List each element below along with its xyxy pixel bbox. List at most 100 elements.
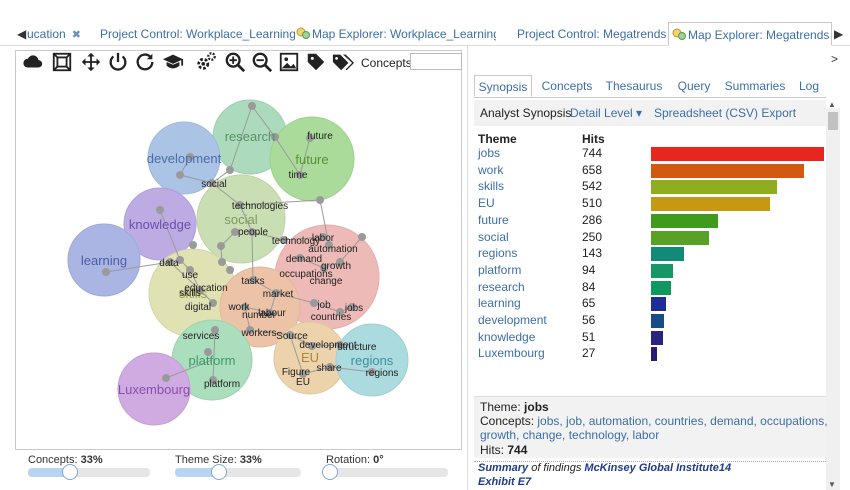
close-icon[interactable]: ✖ [71, 29, 81, 41]
tab-thesaurus[interactable]: Thesaurus [605, 79, 663, 93]
concept-label[interactable]: future [307, 131, 333, 142]
theme-hits-bar[interactable] [651, 280, 671, 295]
detail-level-dropdown[interactable]: Detail Level ▾ [570, 106, 643, 120]
concept-label[interactable]: occupations [279, 269, 332, 280]
concepts-slider-track[interactable] [28, 468, 150, 477]
theme-size-slider-handle[interactable] [211, 464, 227, 480]
concept-links-list[interactable]: jobs, job, automation, countries, demand… [537, 414, 828, 428]
scroll-down-icon[interactable]: ▼ [828, 480, 836, 489]
concept-label[interactable]: structure [338, 342, 377, 353]
theme-bubble-regions[interactable] [335, 323, 409, 397]
graduation-cap-icon[interactable] [161, 50, 185, 74]
chevron-right-icon[interactable]: > [831, 52, 839, 66]
tags-icon[interactable] [331, 50, 355, 74]
theme-hits-bar[interactable] [651, 197, 770, 212]
theme-bubble-social[interactable] [196, 174, 286, 264]
concept-label[interactable]: Figure [282, 367, 311, 378]
concept-label[interactable]: use [182, 270, 199, 281]
zoom-in-icon[interactable] [223, 50, 247, 74]
concept-label[interactable]: regions [366, 368, 399, 379]
theme-row-name[interactable]: future [478, 212, 509, 227]
concept-label[interactable]: countries [311, 312, 352, 323]
theme-row-name[interactable]: work [478, 162, 504, 177]
tab-education[interactable]: ucation ✖ [27, 22, 82, 46]
concept-label[interactable]: workers [240, 328, 276, 339]
tab-query[interactable]: Query [677, 79, 711, 93]
theme-row-name[interactable]: jobs [478, 146, 501, 160]
concept-label[interactable]: technology [272, 236, 320, 247]
concept-label[interactable]: growth [321, 261, 351, 272]
rotation-slider-track[interactable] [326, 468, 448, 477]
concept-label[interactable]: job [316, 300, 331, 311]
tab-concepts[interactable]: Concepts [541, 79, 593, 93]
scroll-up-icon[interactable]: ▲ [828, 100, 836, 109]
concept-map[interactable]: research development future knowledge so… [16, 76, 461, 448]
theme-hits-bar[interactable] [651, 163, 804, 178]
tab-log[interactable]: Log [798, 79, 820, 93]
concept-label[interactable]: social [201, 179, 227, 190]
tab-scroll-left-icon[interactable]: ◀ [17, 27, 27, 41]
theme-hits-bar[interactable] [651, 180, 777, 195]
tag-icon[interactable] [304, 50, 328, 74]
concept-label[interactable]: skills [179, 288, 201, 299]
concept-label[interactable]: Source [276, 331, 308, 342]
concept-label[interactable]: data [159, 258, 179, 269]
theme-bubble-knowledge[interactable] [123, 187, 197, 261]
theme-bubble-work[interactable] [219, 266, 301, 348]
scrollbar[interactable] [826, 108, 840, 490]
concepts-search-input[interactable] [410, 53, 462, 70]
concept-label[interactable]: services [183, 331, 220, 342]
concept-label[interactable]: tasks [241, 276, 264, 287]
tab-map-explorer-workplace[interactable]: Map Explorer: Workplace_Learning✖ [296, 22, 496, 46]
theme-hits-bar[interactable] [651, 297, 666, 312]
concept-label[interactable]: digital [185, 302, 211, 313]
theme-row-name[interactable]: regions [478, 246, 518, 261]
settings-icon[interactable] [194, 50, 218, 74]
power-icon[interactable] [106, 50, 130, 74]
theme-row-name[interactable]: learning [478, 296, 521, 311]
concept-label[interactable]: jobs [344, 303, 363, 314]
theme-row-name[interactable]: knowledge [478, 329, 536, 344]
tab-project-control-megatrends[interactable]: Project Control: Megatrends✖ [517, 22, 667, 46]
concept-label[interactable]: work [227, 302, 250, 313]
concept-label[interactable]: labor [312, 233, 335, 244]
theme-row-name[interactable]: platform [478, 262, 522, 277]
theme-row-name[interactable]: Luxembourg [478, 346, 545, 361]
theme-hits-bar[interactable] [651, 213, 718, 228]
concept-links-list[interactable]: growth, change, technology, labor [480, 428, 660, 442]
concepts-slider-handle[interactable] [62, 464, 78, 480]
move-icon[interactable] [79, 50, 103, 74]
theme-row-name[interactable]: social [478, 229, 509, 244]
theme-bubble-development[interactable] [147, 121, 221, 195]
fit-screen-icon[interactable] [50, 50, 74, 74]
theme-hits-bar[interactable] [651, 314, 664, 328]
concept-label[interactable]: development [299, 340, 356, 351]
zoom-out-icon[interactable] [250, 50, 274, 74]
theme-hits-bar[interactable] [651, 263, 673, 278]
concept-label[interactable]: education [184, 283, 227, 294]
concept-label[interactable]: time [289, 170, 308, 181]
concept-label[interactable]: technologies [232, 201, 288, 212]
tab-synopsis[interactable]: Synopsis [474, 75, 532, 97]
theme-hits-bar[interactable] [651, 147, 824, 161]
concept-label[interactable]: market [263, 289, 294, 300]
theme-size-slider-track[interactable] [175, 468, 301, 477]
concept-label[interactable]: EU [296, 377, 310, 388]
concept-label[interactable]: number [242, 310, 277, 321]
concept-label[interactable]: demand [286, 254, 322, 265]
scrollbar-thumb[interactable] [828, 112, 838, 130]
concept-label[interactable]: change [310, 276, 343, 287]
theme-hits-bar[interactable] [651, 230, 709, 245]
tab-project-control-workplace[interactable]: Project Control: Workplace_Learning✖ [100, 22, 295, 46]
refresh-icon[interactable] [133, 50, 157, 74]
image-icon[interactable] [277, 50, 301, 74]
concept-label[interactable]: platform [204, 379, 240, 390]
theme-bubble-learning[interactable] [67, 223, 141, 297]
concept-label[interactable]: people [238, 227, 268, 238]
theme-row-name[interactable]: EU [478, 196, 495, 211]
cloud-icon[interactable] [21, 50, 45, 74]
theme-bubble-Luxembourg[interactable] [117, 352, 191, 426]
theme-hits-bar[interactable] [651, 247, 684, 262]
theme-hits-bar[interactable] [651, 347, 657, 362]
concept-label[interactable]: automation [308, 244, 357, 255]
